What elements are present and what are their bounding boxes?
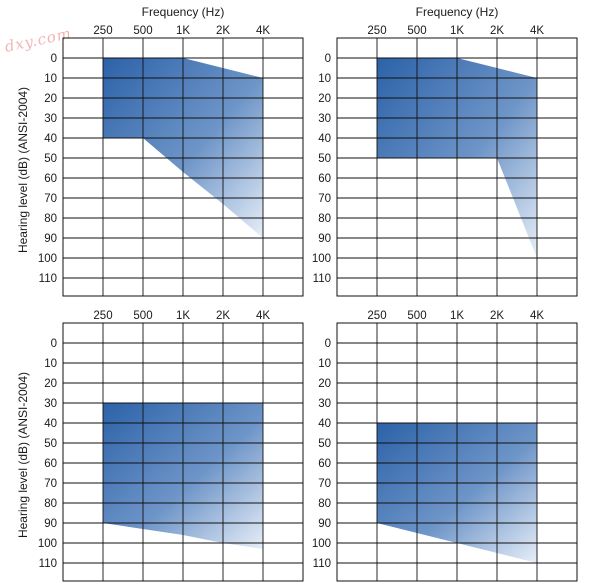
- x-tick-label: 250: [367, 25, 386, 37]
- plot-frame: [62, 37, 304, 297]
- y-tick-label: 10: [44, 358, 57, 370]
- x-tick-label: 4K: [530, 25, 544, 37]
- x-tick-label: 4K: [530, 310, 544, 322]
- x-axis-title: Frequency (Hz): [416, 5, 499, 19]
- y-tick-label: 50: [44, 438, 57, 450]
- y-tick-label: 100: [312, 253, 331, 265]
- y-tick-label: 60: [318, 458, 331, 470]
- y-tick-label: 30: [318, 113, 331, 125]
- y-tick-label: 80: [44, 213, 57, 225]
- y-tick-label: 30: [44, 398, 57, 410]
- y-tick-label: 90: [44, 233, 57, 245]
- y-axis-title: Hearing level (dB) (ANSI-2004): [16, 87, 30, 253]
- y-tick-label: 10: [318, 73, 331, 85]
- x-tick-label: 2K: [490, 25, 504, 37]
- y-tick-label: 50: [44, 153, 57, 165]
- y-tick-label: 40: [44, 418, 57, 430]
- y-tick-label: 90: [318, 518, 331, 530]
- x-tick-label: 1K: [176, 310, 190, 322]
- y-tick-label: 110: [313, 558, 331, 570]
- y-tick-label: 80: [318, 498, 331, 510]
- y-tick-label: 100: [312, 538, 331, 550]
- x-tick-label: 4K: [256, 310, 270, 322]
- y-tick-label: 110: [313, 273, 331, 285]
- y-tick-label: 100: [38, 253, 57, 265]
- y-tick-label: 60: [44, 458, 57, 470]
- y-tick-label: 40: [318, 133, 331, 145]
- plot-frame: [336, 322, 578, 582]
- x-tick-label: 2K: [216, 25, 230, 37]
- x-tick-label: 1K: [450, 310, 464, 322]
- y-axis-title: Hearing level (dB) (ANSI-2004): [16, 372, 30, 538]
- y-tick-label: 50: [318, 438, 331, 450]
- plot-frame: [62, 322, 304, 582]
- x-tick-label: 1K: [176, 25, 190, 37]
- x-tick-label: 4K: [256, 25, 270, 37]
- y-tick-label: 70: [318, 193, 331, 205]
- y-tick-label: 110: [39, 558, 57, 570]
- y-tick-label: 90: [44, 518, 57, 530]
- audiogram-chart-1: 250 500 1K 2K 4K 0 10 20 30 40 50 60 70 80 90 100 110 Fre…: [16, 5, 304, 297]
- y-tick-label: 0: [51, 53, 57, 65]
- y-tick-label: 10: [318, 358, 331, 370]
- y-tick-label: 100: [38, 538, 57, 550]
- y-tick-label: 20: [318, 378, 331, 390]
- audiogram-chart-4: 250 500 1K 2K 4K 0 10 20 30 40 50 60 70 80 90 100 110: [312, 310, 578, 582]
- y-tick-label: 70: [44, 193, 57, 205]
- x-tick-label: 250: [93, 310, 112, 322]
- y-tick-label: 70: [318, 478, 331, 490]
- y-tick-label: 40: [44, 133, 57, 145]
- y-tick-label: 0: [325, 53, 331, 65]
- x-tick-label: 250: [93, 25, 112, 37]
- y-tick-label: 20: [44, 378, 57, 390]
- x-tick-label: 2K: [216, 310, 230, 322]
- y-tick-label: 50: [318, 153, 331, 165]
- x-axis-title: Frequency (Hz): [142, 5, 225, 19]
- x-tick-label: 250: [367, 310, 386, 322]
- y-tick-label: 90: [318, 233, 331, 245]
- y-tick-label: 80: [44, 498, 57, 510]
- y-tick-label: 60: [318, 173, 331, 185]
- x-tick-label: 500: [133, 310, 152, 322]
- y-tick-label: 110: [39, 273, 57, 285]
- x-tick-label: 500: [407, 310, 426, 322]
- y-tick-label: 20: [44, 93, 57, 105]
- y-tick-label: 30: [44, 113, 57, 125]
- x-tick-label: 500: [407, 25, 426, 37]
- y-tick-label: 60: [44, 173, 57, 185]
- y-tick-label: 10: [44, 73, 57, 85]
- y-tick-label: 40: [318, 418, 331, 430]
- y-tick-label: 0: [325, 338, 331, 350]
- audiogram-chart-3: 250 500 1K 2K 4K 0 10 20 30 40 50 60 70 80 90 100 110 Hea…: [16, 310, 304, 582]
- x-tick-label: 2K: [490, 310, 504, 322]
- y-tick-label: 20: [318, 93, 331, 105]
- y-tick-label: 0: [51, 338, 57, 350]
- y-tick-label: 30: [318, 398, 331, 410]
- y-tick-label: 80: [318, 213, 331, 225]
- plot-frame: [336, 37, 578, 297]
- x-tick-label: 1K: [450, 25, 464, 37]
- audiogram-chart-2: 250 500 1K 2K 4K 0 10 20 30 40 50 60 70 80 90 100 110 Fre…: [312, 5, 578, 297]
- y-tick-label: 70: [44, 478, 57, 490]
- x-tick-label: 500: [133, 25, 152, 37]
